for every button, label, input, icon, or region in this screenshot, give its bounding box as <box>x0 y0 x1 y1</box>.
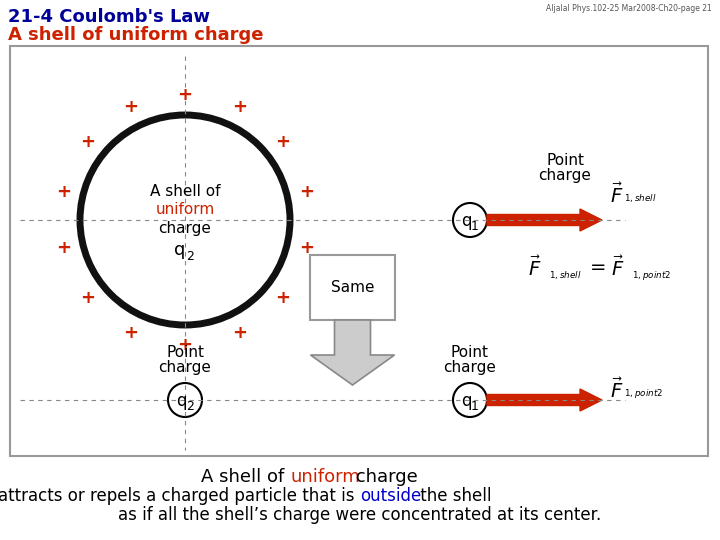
Text: 21-4 Coulomb's Law: 21-4 Coulomb's Law <box>8 8 210 26</box>
Text: +: + <box>80 133 95 151</box>
Text: A shell of: A shell of <box>201 468 290 486</box>
Text: +: + <box>80 289 95 307</box>
Text: =: = <box>590 259 606 278</box>
Text: 2: 2 <box>186 401 194 414</box>
Text: q: q <box>176 392 186 410</box>
Text: charge: charge <box>539 168 591 183</box>
Text: Point: Point <box>451 345 489 360</box>
Text: +: + <box>232 323 247 342</box>
Text: A shell of: A shell of <box>150 185 220 199</box>
Text: Same: Same <box>330 280 374 295</box>
Text: uniform: uniform <box>156 202 215 218</box>
Text: charge: charge <box>158 220 212 235</box>
Text: +: + <box>275 133 290 151</box>
Text: attracts or repels a charged particle that is: attracts or repels a charged particle th… <box>0 487 360 505</box>
Text: +: + <box>178 336 192 354</box>
Text: A shell of uniform charge: A shell of uniform charge <box>8 26 264 44</box>
Text: outside: outside <box>360 487 421 505</box>
Text: 1: 1 <box>471 401 479 414</box>
Circle shape <box>168 383 202 417</box>
Text: $\vec{F}$: $\vec{F}$ <box>610 378 624 402</box>
FancyArrow shape <box>487 389 602 411</box>
Text: charge: charge <box>444 360 496 375</box>
Text: charge: charge <box>350 468 418 486</box>
Text: the shell: the shell <box>415 487 492 505</box>
Circle shape <box>453 203 487 237</box>
Text: +: + <box>300 239 315 257</box>
Text: Point: Point <box>166 345 204 360</box>
Text: $_{1,shell}$: $_{1,shell}$ <box>624 192 657 205</box>
Text: as if all the shell’s charge were concentrated at its center.: as if all the shell’s charge were concen… <box>118 506 602 524</box>
Text: +: + <box>232 98 247 117</box>
Text: $_{1,shell}$: $_{1,shell}$ <box>549 269 582 282</box>
Text: $\vec{F}$: $\vec{F}$ <box>610 183 624 207</box>
Text: charge: charge <box>158 360 212 375</box>
Text: q: q <box>461 392 472 410</box>
Text: $_{1,point2}$: $_{1,point2}$ <box>624 387 663 400</box>
Text: +: + <box>300 183 315 201</box>
Text: $\vec{F}$: $\vec{F}$ <box>611 256 625 280</box>
FancyArrow shape <box>487 209 602 231</box>
Text: $\vec{F}$: $\vec{F}$ <box>528 256 541 280</box>
Bar <box>310 255 395 320</box>
Text: +: + <box>123 323 138 342</box>
Text: +: + <box>123 98 138 117</box>
Text: 2: 2 <box>186 251 194 264</box>
Text: 1: 1 <box>471 220 479 233</box>
Circle shape <box>453 383 487 417</box>
Text: Aljalal Phys.102-25 Mar2008-Ch20-page 21: Aljalal Phys.102-25 Mar2008-Ch20-page 21 <box>546 4 712 13</box>
Text: uniform: uniform <box>290 468 360 486</box>
Text: +: + <box>178 86 192 104</box>
Text: +: + <box>55 183 71 201</box>
Polygon shape <box>310 320 395 385</box>
Bar <box>10 46 708 456</box>
Text: +: + <box>55 239 71 257</box>
Text: Point: Point <box>546 153 584 168</box>
Text: q: q <box>174 241 186 259</box>
Text: q: q <box>461 212 472 230</box>
Text: +: + <box>275 289 290 307</box>
Text: $_{1,point2}$: $_{1,point2}$ <box>632 269 671 282</box>
